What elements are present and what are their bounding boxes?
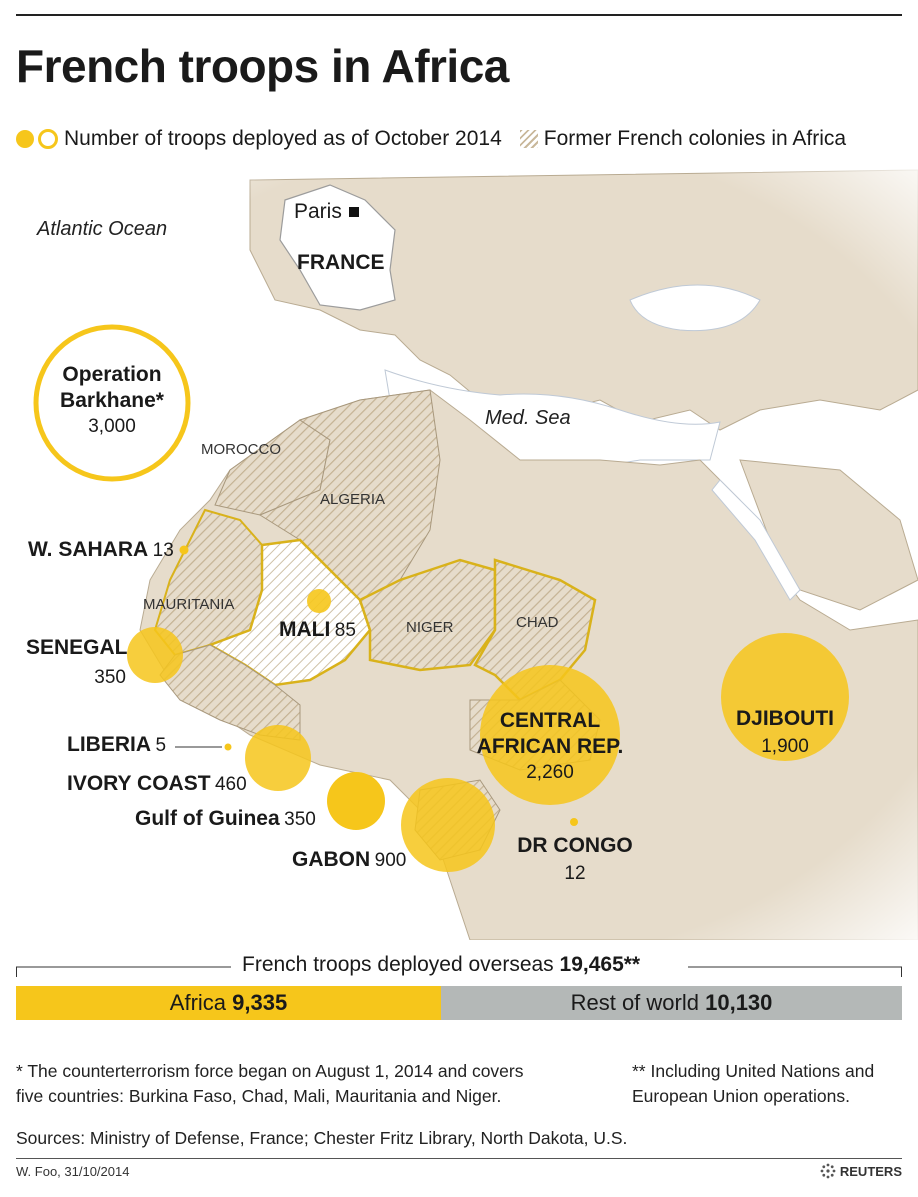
map: Atlantic Ocean Paris FRANCE Med. Sea MOR… [0, 160, 918, 940]
djibouti-name: DJIBOUTI [735, 707, 834, 730]
africa-bar-value: 9,335 [232, 990, 288, 1015]
credit: W. Foo, 31/10/2014 [16, 1164, 130, 1179]
car-circle [480, 665, 620, 805]
gulf-of-guinea-circle [327, 772, 385, 830]
map-canvas [0, 160, 918, 940]
bottom-rule [16, 1158, 902, 1159]
footnote-barkhane: * The counterterrorism force began on Au… [16, 1059, 523, 1109]
reuters-brand: REUTERS [839, 1163, 902, 1179]
filled-circle-icon [16, 130, 34, 148]
mauritania-label: MAURITANIA [143, 596, 235, 613]
france-label: FRANCE [297, 251, 385, 274]
barkhane-troops: 3,000 [88, 416, 136, 437]
mali-troops: 85 [334, 620, 356, 641]
dr-congo-troops: 12 [564, 863, 586, 884]
reuters-dots-icon [820, 1163, 836, 1179]
africa-bar: Africa 9,335 [16, 986, 441, 1020]
footnote-2-line-1: ** Including United Nations and [632, 1061, 875, 1081]
mali-name: MALI [279, 618, 331, 641]
barkhane-name-1: Operation [62, 363, 162, 386]
ivory-coast-name: IVORY COAST [67, 772, 211, 795]
rest-of-world-bar: Rest of world 10,130 [441, 986, 902, 1020]
ivory-coast-label: IVORY COAST 460 [67, 772, 247, 796]
barkhane-name-2: Barkhane* [60, 389, 164, 412]
mali-label: MALI 85 [279, 618, 356, 642]
ring-circle-icon [38, 129, 58, 149]
barkhane-circle [33, 324, 191, 482]
gulf-of-guinea-name: Gulf of Guinea [135, 807, 280, 830]
paris-label: Paris [294, 200, 342, 223]
car-label: CENTRAL AFRICAN REP. 2,260 [470, 708, 630, 786]
summary-bracket [16, 966, 902, 977]
sources: Sources: Ministry of Defense, France; Ch… [16, 1128, 628, 1148]
ivory-coast-troops: 460 [214, 774, 247, 795]
barkhane-label: Operation Barkhane* 3,000 [36, 362, 188, 440]
dr-congo-label: DR CONGO 12 [515, 832, 635, 888]
page-title: French troops in Africa [16, 40, 509, 92]
hatch-swatch-icon [519, 130, 538, 148]
mali-circle [307, 589, 331, 613]
car-troops: 2,260 [526, 762, 574, 783]
gulf-of-guinea-troops: 350 [284, 809, 316, 830]
reuters-logo: REUTERS [820, 1163, 902, 1179]
chad-label: CHAD [516, 614, 559, 631]
legend: Number of troops deployed as of October … [16, 124, 846, 154]
gabon-label: GABON 900 [292, 848, 406, 872]
w-sahara-troops: 13 [152, 540, 174, 561]
senegal-troops: 350 [94, 667, 126, 688]
gabon-troops: 900 [374, 850, 407, 871]
liberia-troops: 5 [155, 735, 167, 756]
senegal-name: SENEGAL [26, 636, 128, 659]
top-rule [16, 14, 902, 16]
gabon-circle [401, 778, 495, 872]
algeria-label: ALGERIA [320, 491, 386, 508]
niger-label: NIGER [406, 619, 454, 636]
atlantic-label: Atlantic Ocean [37, 218, 168, 240]
footnote-1-line-1: * The counterterrorism force began on Au… [16, 1061, 524, 1081]
djibouti-circle [721, 633, 849, 761]
djibouti-troops: 1,900 [761, 736, 809, 757]
morocco-label: MOROCCO [201, 441, 281, 458]
summary-title: French troops deployed overseas 19,465** [242, 953, 640, 977]
footnote-overseas: ** Including United Nations and European… [632, 1059, 874, 1109]
w-sahara-name: W. SAHARA [28, 538, 149, 561]
liberia-circle [224, 743, 232, 751]
footnote-2-line-2: European Union operations. [632, 1086, 850, 1106]
legend-colonies-label: Former French colonies in Africa [543, 127, 847, 150]
paris-marker [349, 207, 359, 217]
rest-bar-label: Rest of world [570, 990, 699, 1015]
africa-bar-label: Africa [169, 990, 227, 1015]
dr-congo-name: DR CONGO [517, 834, 633, 857]
w-sahara-label: W. SAHARA 13 [28, 538, 174, 562]
med-sea-label: Med. Sea [485, 407, 571, 429]
summary-label: French troops deployed overseas [242, 953, 554, 976]
car-name-2: AFRICAN REP. [476, 735, 624, 758]
senegal-circle [127, 627, 183, 683]
senegal-label: SENEGAL 350 [26, 633, 128, 693]
footnote-1-line-2: five countries: Burkina Faso, Chad, Mali… [16, 1086, 502, 1106]
gabon-name: GABON [292, 848, 371, 871]
gulf-of-guinea-label: Gulf of Guinea 350 [135, 807, 316, 831]
rest-bar-value: 10,130 [705, 990, 773, 1015]
dr-congo-circle [570, 818, 578, 826]
w-sahara-circle [179, 545, 189, 555]
ivory-coast-circle [245, 725, 311, 791]
liberia-label: LIBERIA 5 [67, 733, 166, 757]
legend-troops-label: Number of troops deployed as of October … [64, 127, 502, 150]
summary-total: 19,465** [559, 953, 641, 976]
car-name-1: CENTRAL [499, 709, 601, 732]
djibouti-label: DJIBOUTI 1,900 [725, 705, 845, 761]
liberia-name: LIBERIA [67, 733, 151, 756]
